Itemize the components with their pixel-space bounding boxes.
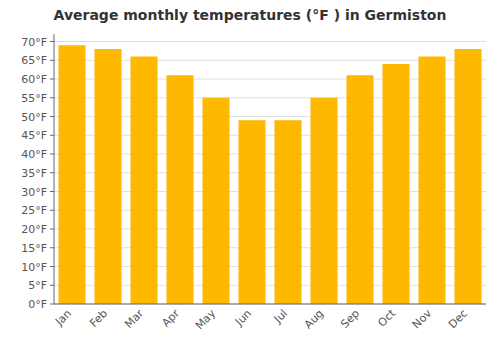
x-tick-label: Jan	[52, 307, 74, 329]
bar	[275, 120, 302, 304]
y-tick-label: 15°F	[21, 242, 47, 255]
bar	[311, 98, 338, 304]
y-tick-label: 10°F	[21, 261, 47, 274]
title: Average monthly temperatures (°F ) in Ge…	[54, 7, 447, 23]
bar	[167, 75, 194, 304]
y-tick-label: 70°F	[21, 36, 47, 49]
bar	[59, 45, 86, 304]
y-tick-label: 45°F	[21, 129, 47, 142]
bar	[239, 120, 266, 304]
y-tick	[50, 191, 54, 192]
y-tick	[50, 229, 54, 230]
y-tick	[50, 154, 54, 155]
y-tick-label: 40°F	[21, 148, 47, 161]
y-tick	[50, 116, 54, 117]
x-tick-label: Jul	[271, 307, 290, 326]
y-tick	[50, 210, 54, 211]
y-tick-label: 30°F	[21, 186, 47, 199]
y-axis-line	[54, 34, 55, 304]
x-axis: Jan Feb Mar Apr May Jun Jul Aug Sep Oct Nov Dec	[52, 304, 486, 332]
y-tick	[50, 285, 54, 286]
y-tick	[50, 135, 54, 136]
bar	[455, 49, 482, 304]
y-tick-label: 60°F	[21, 73, 47, 86]
y-axis: 0°F 5°F 10°F 15°F 20°F 25°F 30°F 35°F 40°F 45°F 50…	[21, 34, 54, 311]
bar	[347, 75, 374, 304]
x-tick-label: May	[193, 307, 219, 333]
x-tick-label: Jun	[232, 307, 254, 329]
bars	[59, 45, 482, 304]
y-tick-label: 55°F	[21, 92, 47, 105]
bar	[131, 57, 158, 305]
y-tick-label: 50°F	[21, 111, 47, 124]
bar	[203, 98, 230, 304]
y-tick-label: 5°F	[28, 279, 47, 292]
x-tick-label: Aug	[302, 307, 326, 331]
grid	[54, 42, 486, 305]
x-tick-label: Oct	[375, 306, 398, 329]
x-tick-label: Nov	[410, 307, 435, 332]
x-tick-label: Sep	[338, 307, 362, 331]
x-tick-label: Feb	[87, 307, 110, 330]
y-tick	[50, 41, 54, 42]
y-tick	[50, 247, 54, 248]
y-tick-label: 35°F	[21, 167, 47, 180]
x-tick-label: Apr	[159, 307, 182, 330]
y-tick-label: 65°F	[21, 54, 47, 67]
y-tick	[50, 79, 54, 80]
chart: Average monthly temperatures (°F ) in Ge…	[0, 0, 500, 350]
x-tick-label: Mar	[122, 307, 146, 331]
y-tick-label: 25°F	[21, 204, 47, 217]
y-tick	[50, 97, 54, 98]
y-tick-label: 0°F	[28, 298, 47, 311]
y-tick	[50, 60, 54, 61]
y-tick	[50, 304, 54, 305]
bar	[419, 57, 446, 305]
grid-line	[54, 304, 486, 305]
bar	[383, 64, 410, 304]
y-tick	[50, 172, 54, 173]
y-tick	[50, 266, 54, 267]
y-tick-label: 20°F	[21, 223, 47, 236]
x-tick-label: Dec	[446, 307, 470, 331]
grid-line	[54, 41, 486, 42]
bar	[95, 49, 122, 304]
x-axis-line	[54, 304, 486, 305]
